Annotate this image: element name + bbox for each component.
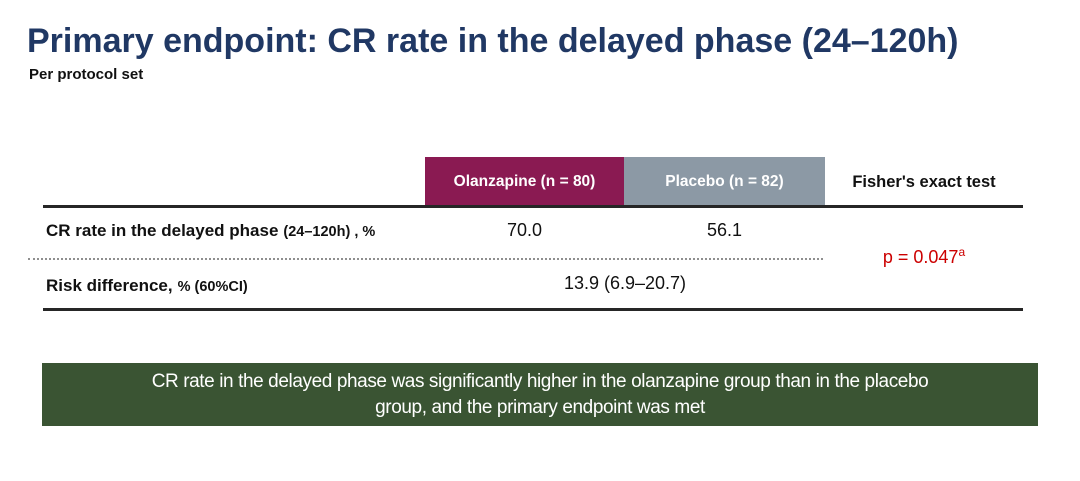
row-label-risk-difference-main: Risk difference, [46, 276, 173, 295]
p-value-text: p = 0.047 [882, 247, 959, 267]
table-top-rule [43, 205, 1023, 208]
row-label-cr-rate-main: CR rate in the delayed phase [46, 221, 279, 240]
row-divider-dotted-rule [28, 258, 823, 260]
cell-risk-difference-combined: 13.9 (6.9–20.7) [563, 273, 687, 293]
slide-title: Primary endpoint: CR rate in the delayed… [27, 22, 959, 60]
table-bottom-rule [43, 308, 1023, 311]
row-label-risk-difference-detail: % (60%CI) [177, 279, 248, 295]
column-header-fisher-exact-test: Fisher's exact test [852, 173, 996, 191]
cell-cr-rate-placebo: 56.1 [706, 220, 743, 240]
cell-cr-rate-olanzapine: 70.0 [506, 220, 543, 240]
column-header-placebo: Placebo (n = 82) [624, 157, 825, 207]
p-value: p = 0.047a [825, 245, 1023, 268]
conclusion-banner-line-2: group, and the primary endpoint was met [375, 396, 705, 418]
conclusion-banner: CR rate in the delayed phase was signifi… [42, 363, 1038, 426]
row-label-cr-rate: CR rate in the delayed phase (24–120h) , … [46, 221, 375, 241]
slide-subtitle: Per protocol set [29, 66, 144, 83]
conclusion-banner-line-1: CR rate in the delayed phase was signifi… [151, 370, 929, 392]
row-label-risk-difference: Risk difference,% (60%CI) [46, 276, 248, 296]
p-value-footnote-marker: a [958, 245, 966, 259]
column-header-olanzapine: Olanzapine (n = 80) [425, 157, 624, 207]
row-label-cr-rate-detail: (24–120h) , % [283, 224, 376, 240]
